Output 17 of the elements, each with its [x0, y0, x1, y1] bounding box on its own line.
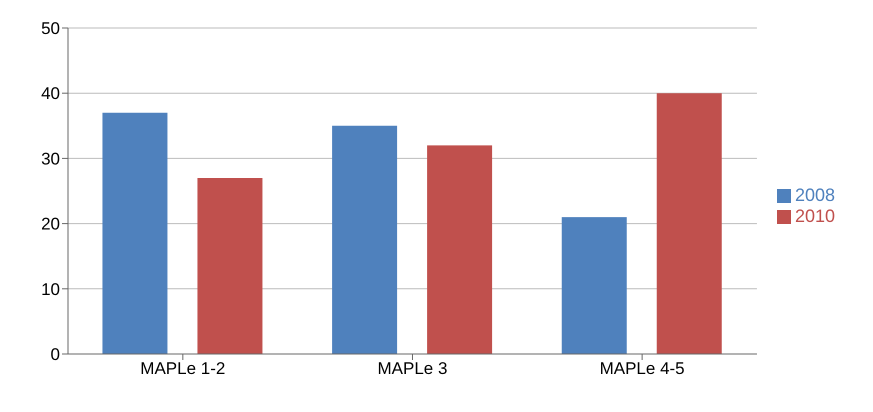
bar: [427, 145, 492, 354]
bar: [102, 112, 168, 354]
bar: [562, 217, 627, 354]
legend-label: 2010: [794, 206, 835, 226]
y-tick-label: 30: [41, 149, 60, 168]
x-tick-label: MAPLe 4-5: [600, 359, 685, 378]
bar: [656, 93, 722, 354]
y-tick-label: 40: [41, 84, 60, 104]
x-tick-label: MAPLe 1-2: [140, 359, 226, 378]
y-tick-label: 10: [41, 280, 60, 299]
y-tick-label: 20: [41, 214, 60, 234]
y-tick-label: 0: [50, 345, 60, 364]
y-tick-label: 50: [41, 19, 60, 38]
bar: [197, 178, 262, 354]
x-tick-label: MAPLe 3: [378, 359, 448, 378]
legend-label: 2008: [794, 185, 835, 205]
bar: [332, 126, 398, 354]
